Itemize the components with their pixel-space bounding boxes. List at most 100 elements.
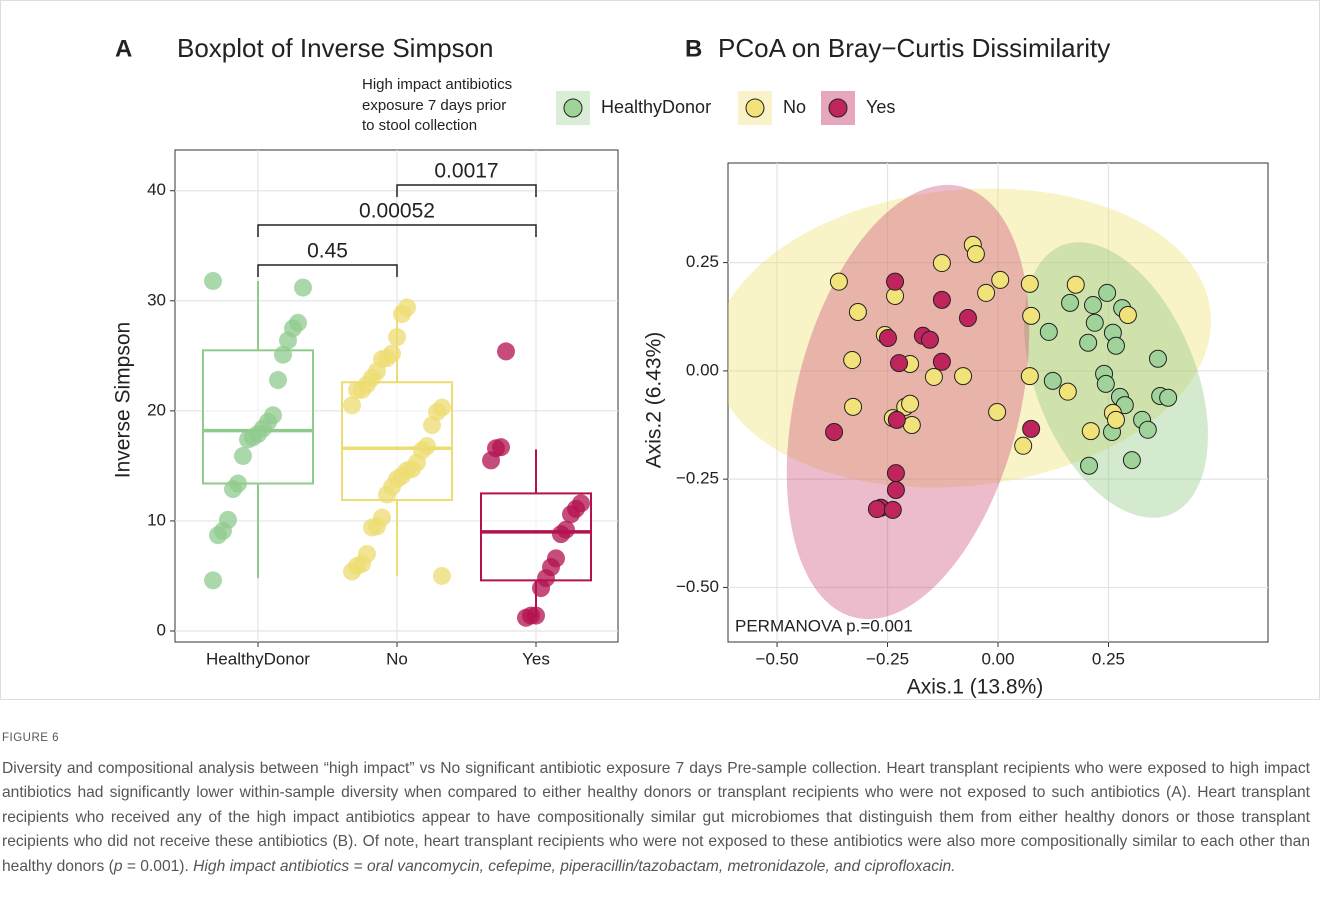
point	[1020, 367, 1039, 386]
point	[886, 480, 905, 499]
point	[378, 485, 396, 504]
y-axis-label: Inverse Simpson	[112, 322, 135, 478]
chart-title: Boxplot of Inverse Simpson	[177, 33, 494, 63]
point	[269, 371, 287, 390]
point	[1061, 293, 1080, 312]
legend-title: to stool collection	[362, 117, 477, 134]
caption-note: High impact antibiotics = oral vancomyci…	[193, 857, 956, 875]
legend-swatch	[828, 98, 848, 118]
point	[204, 571, 222, 590]
point	[224, 480, 242, 499]
legend-label: No	[783, 97, 806, 117]
legend-title: exposure 7 days prior	[362, 97, 506, 114]
point	[966, 244, 985, 263]
p-value: 0.45	[307, 240, 348, 263]
x-tick-label: 0.00	[981, 649, 1014, 668]
point	[1122, 451, 1141, 470]
point	[887, 410, 906, 429]
point	[204, 271, 222, 290]
point	[977, 283, 996, 302]
point	[1096, 374, 1115, 393]
y-tick-label: −0.25	[676, 469, 719, 488]
point	[1148, 349, 1167, 368]
point	[1084, 296, 1103, 315]
point	[901, 394, 920, 413]
caption: FIGURE 6 Diversity and compositional ana…	[2, 726, 1310, 880]
y-axis-label: Axis.2 (6.43%)	[643, 332, 666, 469]
point	[1039, 322, 1058, 341]
point	[1098, 283, 1117, 302]
x-tick-label: −0.25	[866, 649, 909, 668]
legend-label: HealthyDonor	[601, 97, 711, 117]
point	[1106, 336, 1125, 355]
point	[517, 608, 535, 627]
point	[1106, 410, 1125, 429]
point	[1159, 388, 1178, 407]
point	[294, 278, 312, 297]
point	[532, 579, 550, 598]
point	[393, 305, 411, 323]
point	[886, 464, 905, 483]
point	[552, 525, 570, 544]
point	[1043, 371, 1062, 390]
x-tick-label: HealthyDonor	[206, 649, 310, 668]
point	[988, 403, 1007, 422]
point	[991, 270, 1010, 289]
y-tick-label: 0.25	[686, 252, 719, 271]
point	[932, 254, 951, 273]
point	[1118, 306, 1137, 325]
point	[274, 345, 292, 364]
point	[1014, 436, 1033, 455]
point	[1085, 313, 1104, 332]
point	[1020, 274, 1039, 293]
point	[562, 505, 580, 524]
point	[890, 354, 909, 373]
y-tick-label: 30	[147, 290, 166, 309]
caption-p: p	[113, 857, 123, 875]
point	[954, 367, 973, 386]
y-tick-label: 20	[147, 400, 166, 419]
point	[924, 367, 943, 386]
point	[343, 562, 361, 581]
point	[886, 272, 905, 291]
caption-body: = 0.001).	[122, 857, 194, 875]
p-value: 0.0017	[434, 160, 498, 183]
point	[958, 309, 977, 328]
figure: A Boxplot of Inverse Simpson B PCoA on B…	[0, 0, 1320, 700]
point	[1081, 422, 1100, 441]
p-value: 0.00052	[359, 200, 435, 223]
y-tick-label: 40	[147, 180, 166, 199]
point	[825, 422, 844, 441]
x-tick-label: −0.50	[756, 649, 799, 668]
bracket	[396, 184, 537, 197]
x-tick-label: 0.25	[1092, 649, 1125, 668]
point	[1080, 456, 1099, 475]
point	[239, 430, 257, 449]
point	[348, 380, 366, 399]
point	[902, 416, 921, 435]
point	[343, 396, 361, 415]
box	[202, 349, 314, 485]
point	[234, 446, 252, 465]
legend-label: Yes	[866, 97, 895, 117]
point	[883, 500, 902, 519]
ellipse-no	[728, 188, 1212, 488]
caption-body: Diversity and compositional analysis bet…	[2, 759, 1310, 875]
chart-title: PCoA on Bray−Curtis Dissimilarity	[718, 33, 1110, 63]
y-tick-label: −0.50	[676, 577, 719, 596]
point	[279, 331, 297, 350]
legend-title: High impact antibiotics	[362, 76, 512, 93]
figure-label: FIGURE 6	[2, 732, 60, 744]
point	[843, 351, 862, 370]
point	[848, 302, 867, 321]
point	[497, 342, 515, 361]
x-tick-label: Yes	[522, 649, 550, 668]
point	[932, 352, 951, 371]
point	[844, 397, 863, 416]
x-tick-label: No	[386, 649, 408, 668]
point	[920, 330, 939, 349]
point	[878, 328, 897, 347]
annotation: PERMANOVA p.=0.001	[735, 616, 913, 635]
panel-label: B	[685, 35, 702, 62]
